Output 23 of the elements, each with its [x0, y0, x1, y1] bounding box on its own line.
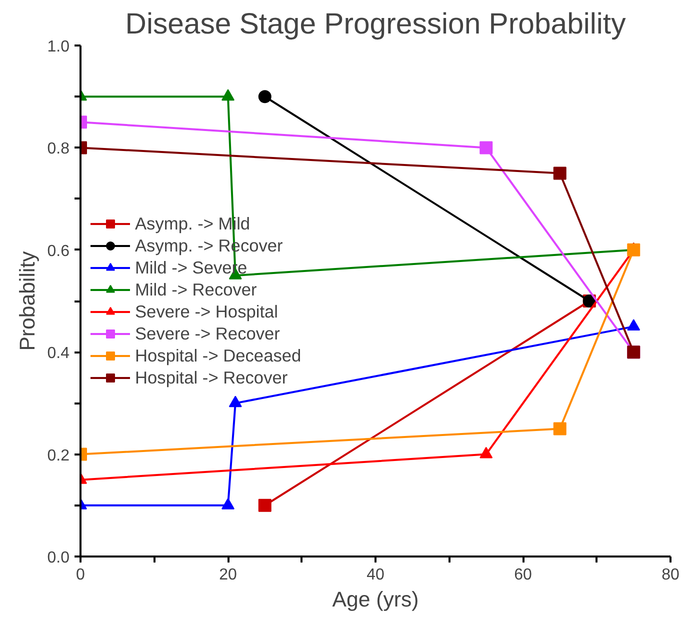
x-axis-title: Age (yrs)	[332, 588, 419, 612]
point	[627, 319, 640, 331]
x-tick-label: 40	[366, 566, 384, 584]
x-tick-label: 80	[662, 566, 680, 584]
point	[627, 243, 640, 256]
legend-label: Hospital -> Recover	[135, 367, 288, 388]
y-tick-label: 0.6	[47, 242, 70, 260]
legend-label: Severe -> Recover	[135, 323, 280, 344]
x-tick-label: 20	[219, 566, 237, 584]
legend-label: Hospital -> Deceased	[135, 345, 302, 366]
point	[553, 166, 566, 180]
legend-label: Severe -> Hospital	[135, 301, 278, 322]
y-tick-label: 0.8	[47, 140, 70, 158]
y-axis-title: Probability	[15, 250, 40, 351]
legend-label: Mild -> Recover	[135, 279, 257, 300]
chart-title: Disease Stage Progression Probability	[125, 8, 626, 40]
x-tick-label: 60	[514, 566, 532, 584]
y-tick-label: 1.0	[47, 38, 70, 56]
x-tick-label: 0	[76, 566, 86, 584]
y-tick-label: 0.4	[47, 345, 70, 362]
y-tick-label: 0.2	[47, 447, 70, 464]
y-tick-label: 0.0	[47, 550, 70, 566]
point	[553, 422, 566, 436]
